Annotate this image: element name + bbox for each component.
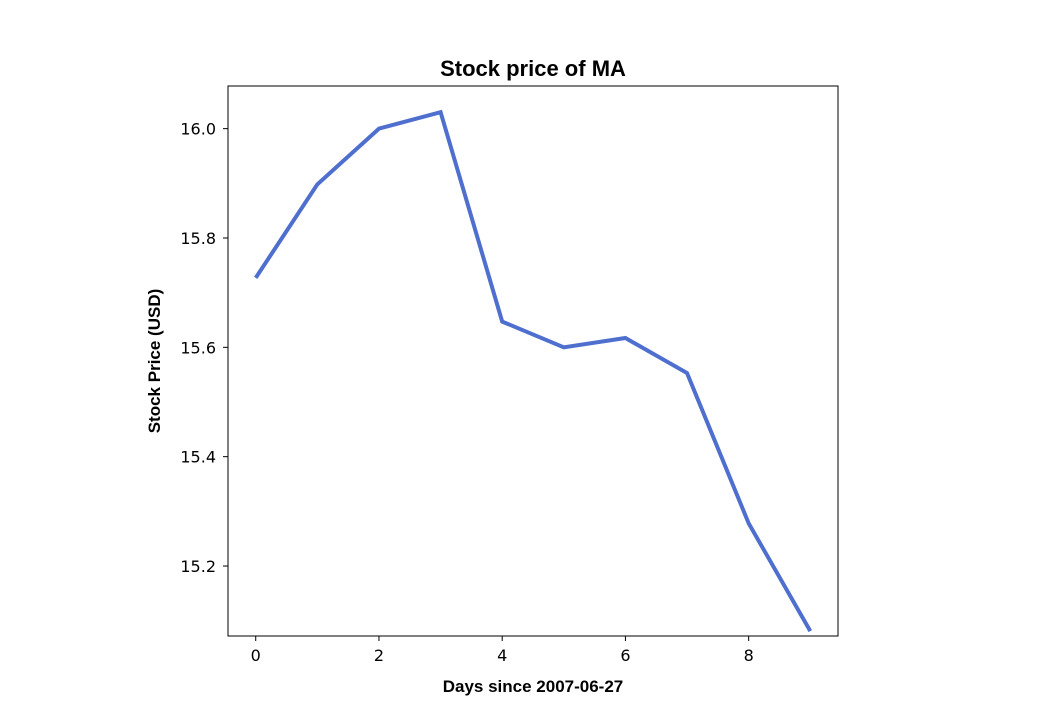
x-tick-label: 8	[744, 646, 754, 665]
y-tick-label: 16.0	[180, 120, 216, 139]
series-line	[254, 109, 813, 633]
x-axis-label: Days since 2007-06-27	[443, 677, 624, 696]
y-axis-label: Stock Price (USD)	[145, 289, 164, 434]
y-tick-label: 15.4	[180, 448, 216, 467]
series-layer	[254, 109, 813, 633]
y-tick-label: 15.2	[180, 557, 216, 576]
x-tick-label: 6	[620, 646, 630, 665]
y-tick-label: 15.8	[180, 229, 216, 248]
x-axis: 0 2 4 6 8	[251, 636, 754, 665]
y-axis: 15.2 15.4 15.6 15.8 16.0	[180, 120, 228, 576]
y-tick-label: 15.6	[180, 338, 216, 357]
chart-title: Stock price of MA	[440, 56, 626, 81]
x-tick-label: 4	[497, 646, 507, 665]
x-tick-label: 0	[251, 646, 261, 665]
plot-frame	[227, 85, 839, 637]
x-tick-label: 2	[374, 646, 384, 665]
